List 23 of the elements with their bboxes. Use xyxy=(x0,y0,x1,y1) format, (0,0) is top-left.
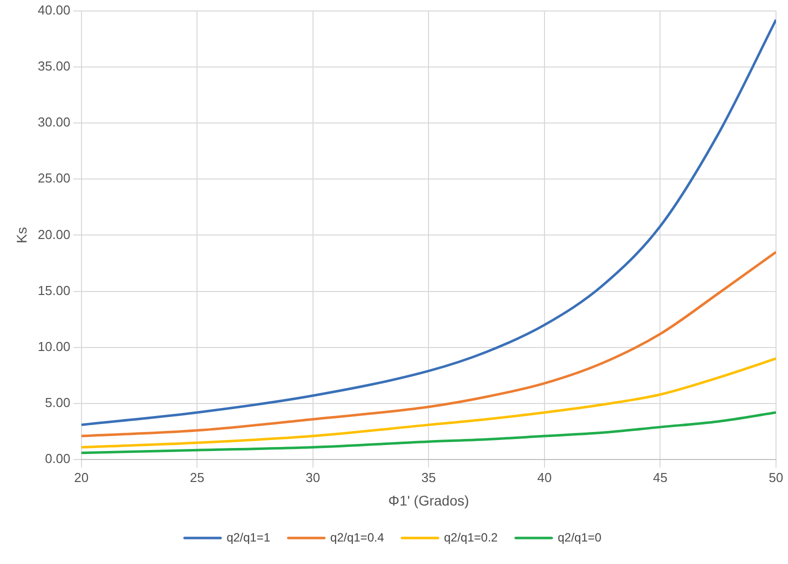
legend-label: q2/q1=0.2 xyxy=(444,530,498,544)
y-tick-label: 40.00 xyxy=(38,2,70,18)
y-axis-title: Ks xyxy=(13,227,30,244)
y-tick-label: 35.00 xyxy=(38,58,70,74)
legend-label: q2/q1=0 xyxy=(558,530,602,544)
x-tick-label: 35 xyxy=(421,470,436,485)
line-series xyxy=(81,411,776,454)
y-tick-label: 5.00 xyxy=(45,395,70,410)
x-tick-label: 25 xyxy=(190,470,204,485)
x-tick-label: 45 xyxy=(652,470,668,485)
x-tick-label: 30 xyxy=(306,470,320,485)
legend-label: q2/q1=0.4 xyxy=(330,530,384,544)
x-tick-label: 50 xyxy=(768,470,784,485)
y-tick-label: 15.00 xyxy=(38,282,70,298)
x-axis-title: Φ1' (Grados) xyxy=(388,492,470,508)
y-tick-label: 30.00 xyxy=(38,114,70,130)
y-tick-label: 20.00 xyxy=(38,226,70,242)
y-tick-label: 25.00 xyxy=(38,170,70,186)
x-tick-label: 40 xyxy=(537,470,552,485)
y-tick-label: 10.00 xyxy=(38,338,70,354)
y-tick-label: 0.00 xyxy=(45,451,70,466)
x-tick-label: 20 xyxy=(74,470,89,485)
legend-label: q2/q1=1 xyxy=(226,530,271,544)
